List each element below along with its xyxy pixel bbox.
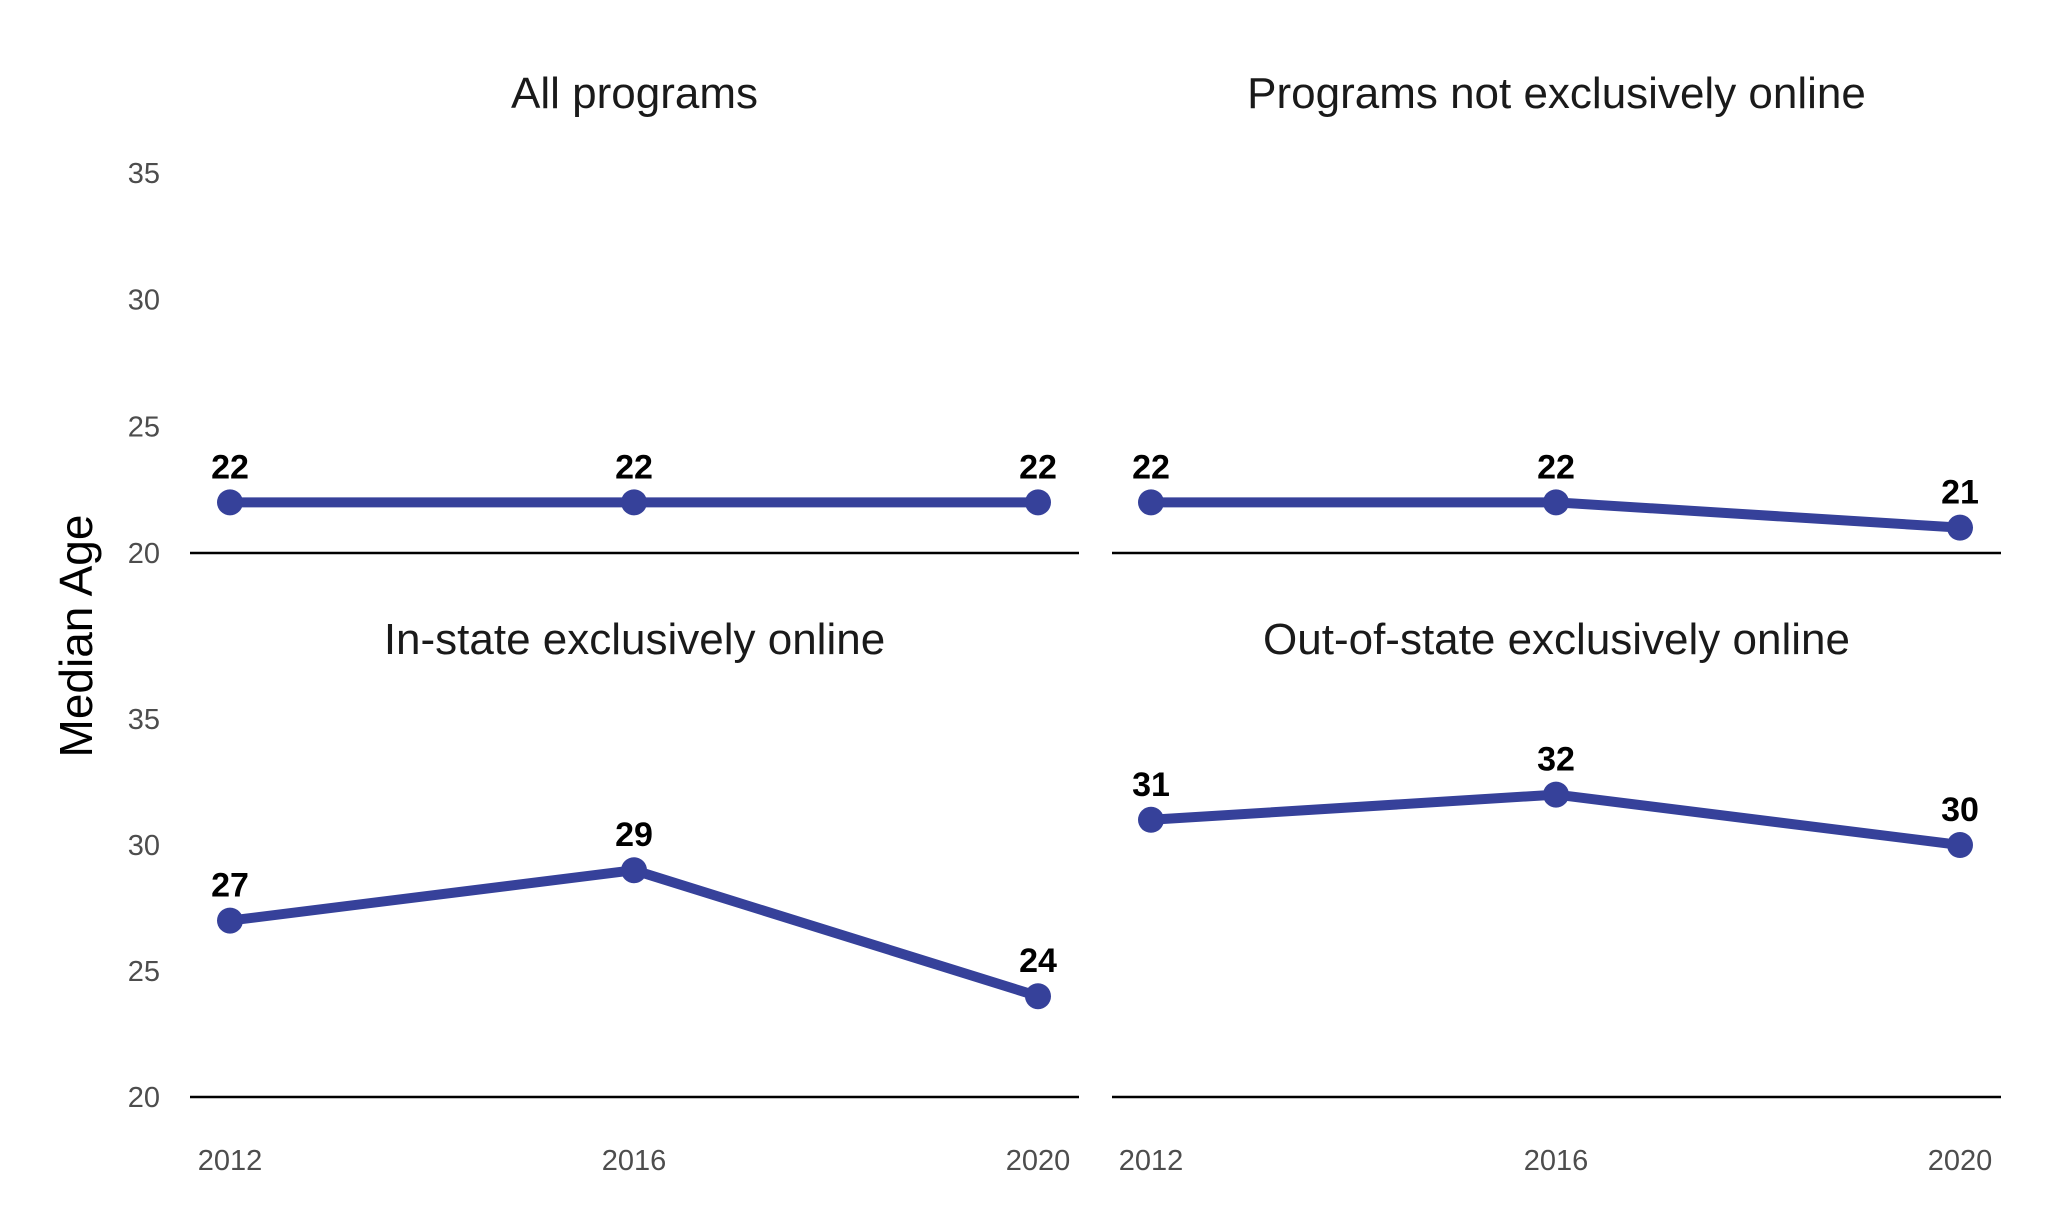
data-point [217, 907, 243, 934]
data-point [1138, 489, 1164, 516]
data-label: 29 [615, 816, 653, 854]
y-tick-label: 20 [128, 538, 160, 570]
data-point [621, 489, 647, 516]
x-tick-label: 2020 [1006, 1145, 1071, 1177]
y-tick-label: 20 [128, 1082, 160, 1114]
data-label: 22 [1132, 448, 1170, 486]
data-label: 31 [1132, 766, 1170, 804]
y-tick-label: 30 [128, 830, 160, 862]
data-label: 22 [1537, 448, 1575, 486]
data-label: 32 [1537, 741, 1575, 779]
data-point [1138, 806, 1164, 833]
data-point [1947, 514, 1973, 541]
y-tick-label: 35 [128, 158, 160, 190]
panel-title: Programs not exclusively online [1247, 69, 1866, 118]
data-label: 24 [1019, 942, 1057, 980]
y-tick-label: 25 [128, 411, 160, 443]
data-point [1025, 489, 1051, 516]
y-tick-label: 35 [128, 704, 160, 736]
data-point [217, 489, 243, 516]
data-point [1025, 983, 1051, 1010]
data-point [1543, 781, 1569, 808]
data-label: 21 [1941, 474, 1979, 512]
panel-title: In-state exclusively online [384, 615, 885, 664]
y-axis-label: Median Age [50, 515, 102, 758]
series-line [229, 865, 1040, 1001]
data-label: 30 [1941, 791, 1979, 829]
x-tick-label: 2020 [1928, 1145, 1993, 1177]
x-tick-label: 2016 [602, 1145, 667, 1177]
data-point [621, 857, 647, 884]
data-label: 22 [1019, 448, 1057, 486]
data-label: 22 [615, 448, 653, 486]
panel-title: All programs [511, 69, 758, 118]
data-point [1947, 832, 1973, 858]
x-tick-label: 2012 [1119, 1145, 1184, 1177]
data-label: 22 [211, 448, 249, 486]
data-label: 27 [211, 867, 249, 905]
data-point [1543, 489, 1569, 516]
y-tick-label: 25 [128, 956, 160, 988]
y-tick-label: 30 [128, 285, 160, 317]
panel-title: Out-of-state exclusively online [1263, 615, 1850, 664]
x-tick-label: 2016 [1524, 1145, 1589, 1177]
x-tick-label: 2012 [198, 1145, 263, 1177]
